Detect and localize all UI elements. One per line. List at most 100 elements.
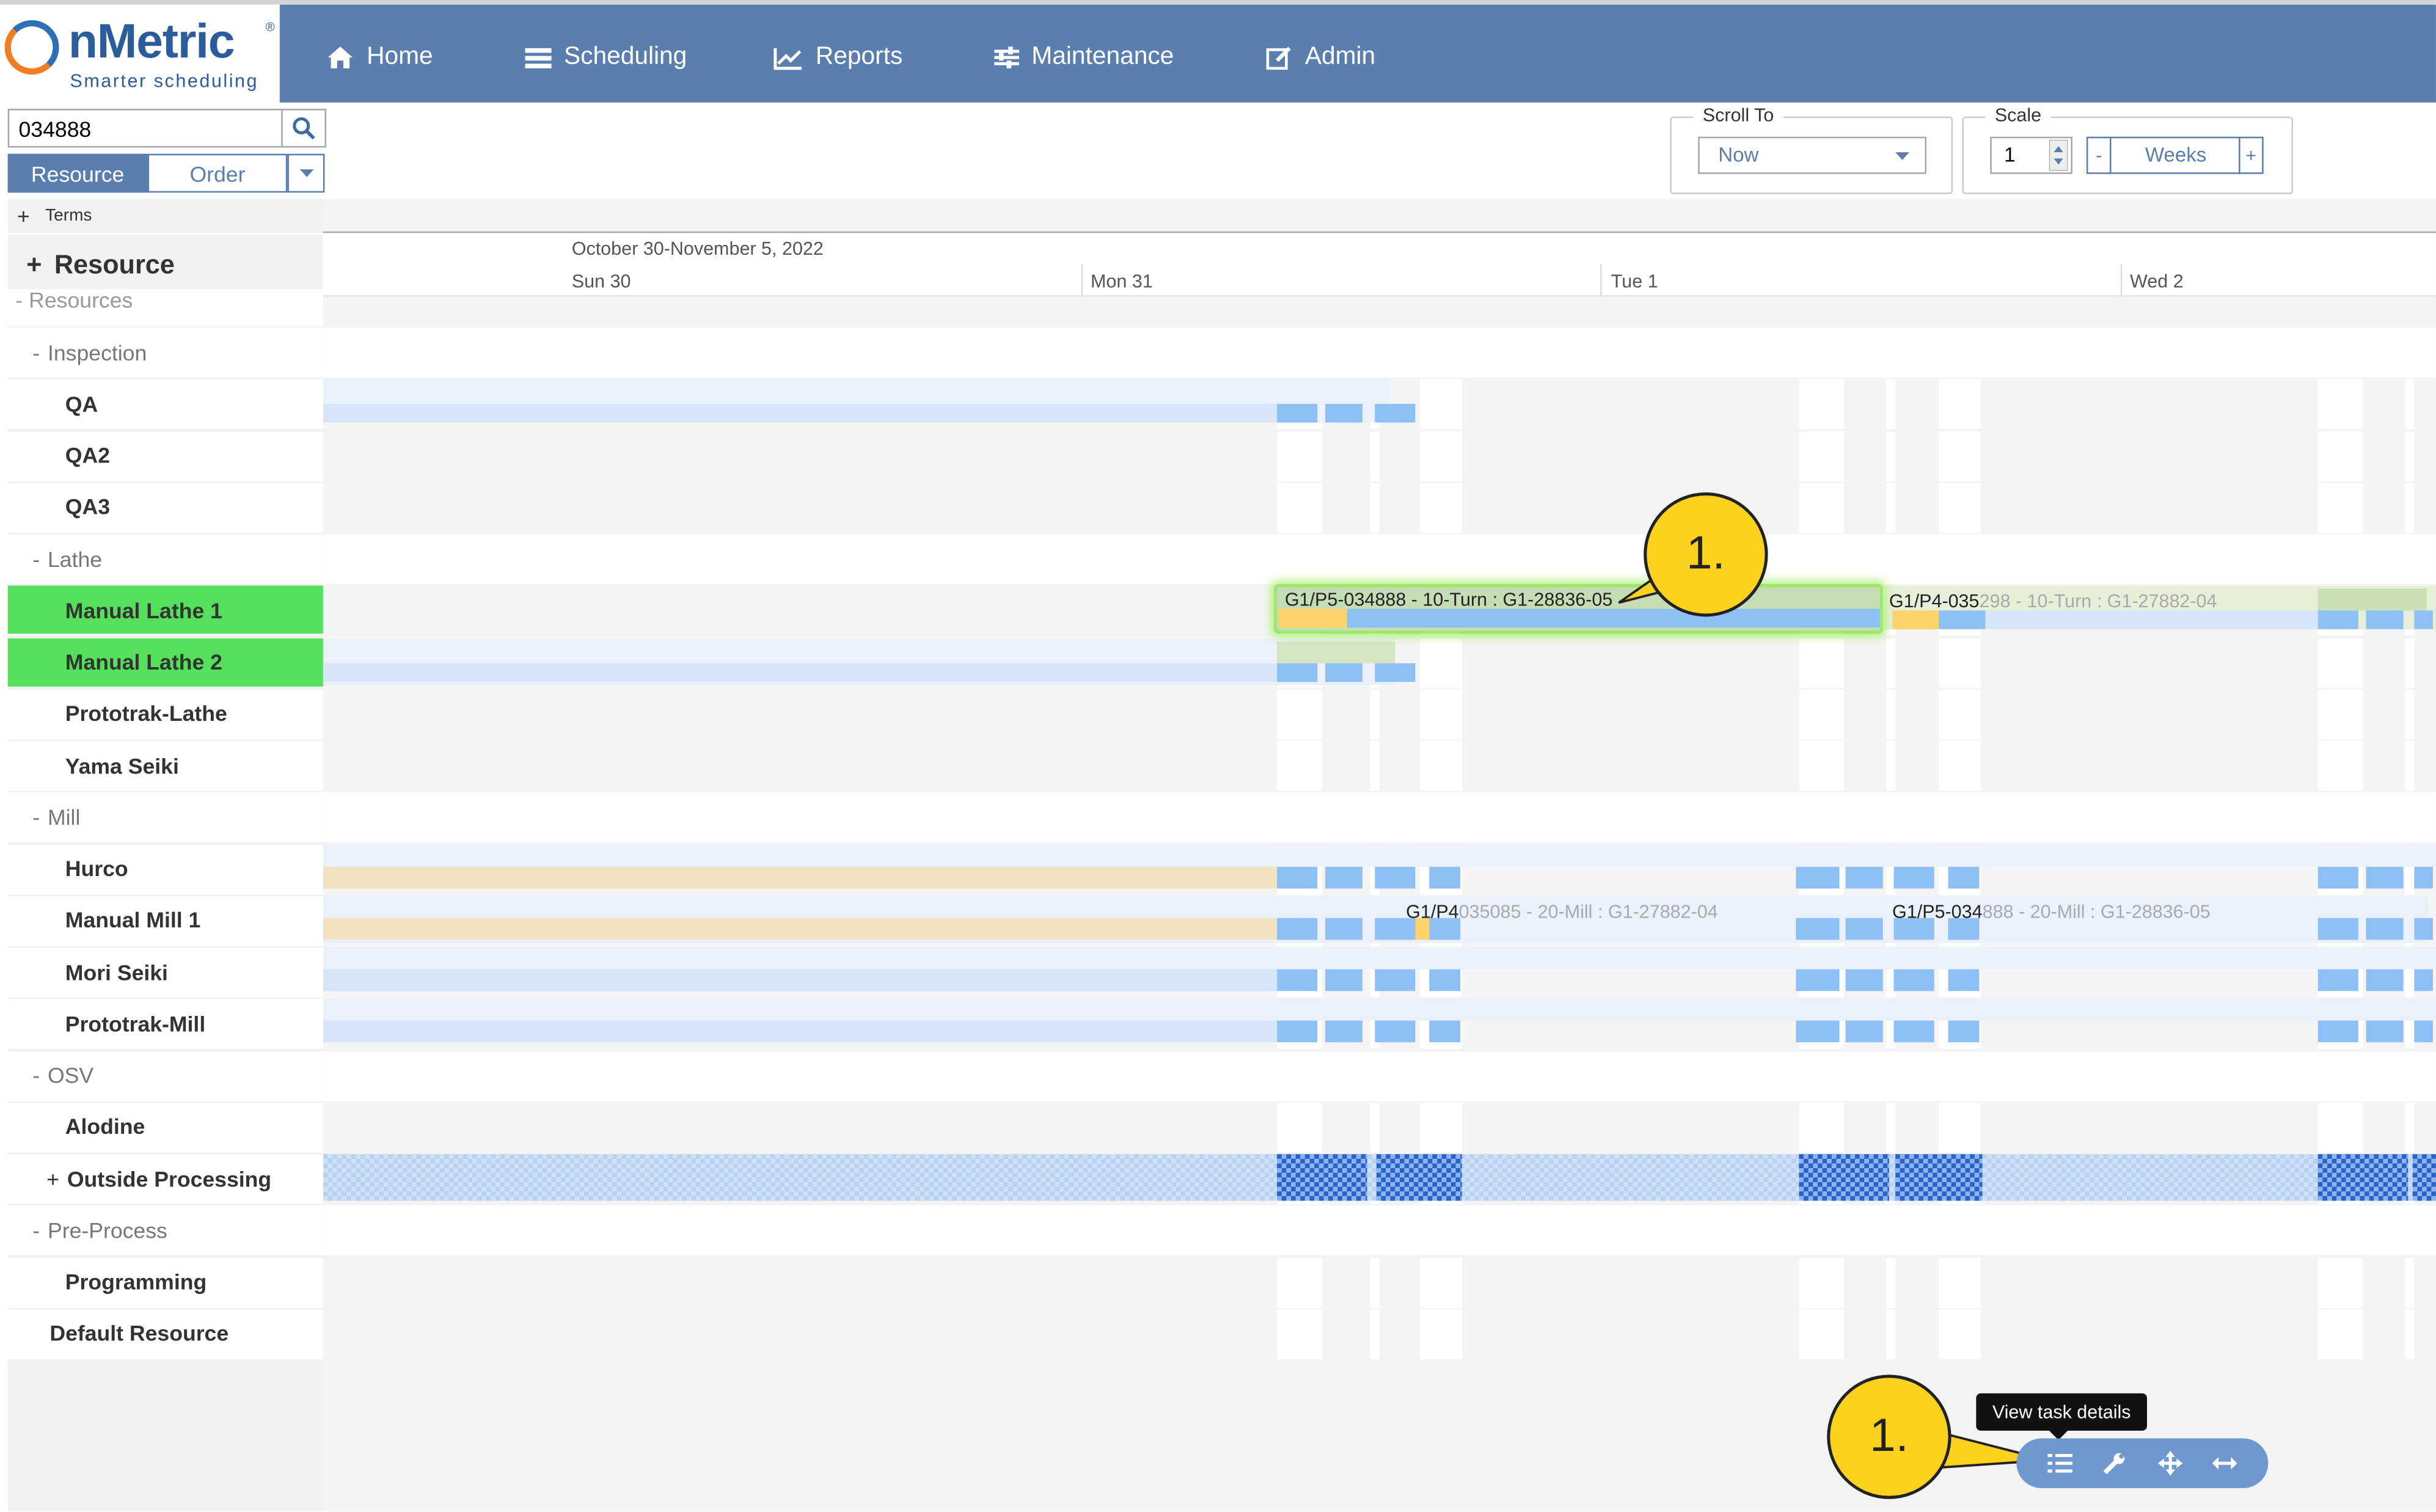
- tree-resource-row[interactable]: Yama Seiki: [7, 740, 323, 791]
- availability-bar[interactable]: [1375, 866, 1416, 888]
- availability-bar[interactable]: [1325, 1021, 1362, 1043]
- collapse-icon[interactable]: -: [32, 546, 40, 571]
- capacity-pattern[interactable]: [2317, 1154, 2409, 1201]
- tree-resource-row[interactable]: Alodine: [7, 1102, 323, 1153]
- availability-bar[interactable]: [2414, 969, 2433, 992]
- collapse-icon[interactable]: -: [32, 804, 40, 830]
- availability-bar[interactable]: [323, 948, 2436, 970]
- task-details-icon[interactable]: [2047, 1452, 2072, 1474]
- gantt-lane[interactable]: [323, 483, 2436, 533]
- scale-minus-button[interactable]: -: [2086, 136, 2112, 174]
- gantt-lane[interactable]: [323, 534, 2436, 585]
- availability-bar[interactable]: [1325, 918, 1362, 940]
- tree-resource-row[interactable]: QA: [7, 379, 323, 429]
- gantt-lane[interactable]: [323, 740, 2436, 791]
- nav-reports[interactable]: Reports: [774, 39, 902, 76]
- availability-bar[interactable]: [2414, 866, 2433, 888]
- availability-bar[interactable]: [1845, 969, 1883, 992]
- availability-bar[interactable]: [1375, 1021, 1416, 1043]
- gantt-lane[interactable]: [323, 431, 2436, 481]
- availability-bar[interactable]: [1375, 969, 1416, 992]
- wrench-icon[interactable]: [2102, 1451, 2127, 1476]
- search-input[interactable]: 034888: [7, 108, 283, 148]
- task-bar-selected[interactable]: G1/P5-034888 - 10-Turn : G1-28836-05: [1274, 584, 1883, 634]
- availability-bar[interactable]: [323, 866, 1278, 888]
- availability-bar[interactable]: [1796, 1021, 1840, 1043]
- availability-bar[interactable]: [1948, 1021, 1980, 1043]
- availability-bar[interactable]: [1845, 918, 1883, 940]
- availability-bar[interactable]: [2317, 918, 2358, 940]
- tree-resource-row[interactable]: Mori Seiki: [7, 948, 323, 998]
- availability-bar[interactable]: [1845, 1021, 1883, 1043]
- availability-bar[interactable]: [2414, 1021, 2433, 1043]
- availability-bar[interactable]: [1893, 1021, 1934, 1043]
- availability-bar[interactable]: [323, 1021, 1278, 1043]
- task-label-next-lathe[interactable]: G1/P4-035298 - 10-Turn : G1-27882-04: [1889, 590, 2217, 612]
- tree-group-row[interactable]: - OSV: [7, 1051, 323, 1101]
- capacity-pattern[interactable]: [1895, 1154, 1983, 1201]
- tree-resource-row[interactable]: Manual Lathe 2: [7, 637, 323, 688]
- availability-bar[interactable]: [1277, 662, 1318, 681]
- move-icon[interactable]: [2157, 1450, 2182, 1476]
- availability-bar[interactable]: [2366, 866, 2404, 888]
- availability-bar[interactable]: [2366, 1021, 2404, 1043]
- availability-bar[interactable]: [2366, 610, 2404, 630]
- availability-bar[interactable]: [1845, 866, 1883, 888]
- availability-bar[interactable]: [2317, 1021, 2358, 1043]
- availability-bar[interactable]: [1277, 640, 1395, 663]
- nav-home[interactable]: Home: [326, 39, 433, 76]
- tree-resource-row[interactable]: Prototrak-Mill: [7, 999, 323, 1049]
- availability-bar[interactable]: [1325, 866, 1362, 888]
- availability-bar[interactable]: [323, 844, 2436, 866]
- collapse-icon[interactable]: -: [32, 1217, 40, 1243]
- tree-group-row[interactable]: - Mill: [7, 792, 323, 842]
- availability-bar[interactable]: [2317, 589, 2427, 611]
- availability-bar[interactable]: [1948, 918, 1980, 940]
- availability-bar[interactable]: [2366, 969, 2404, 992]
- tree-resource-row[interactable]: Default Resource: [7, 1309, 323, 1359]
- availability-bar[interactable]: [2414, 918, 2433, 940]
- availability-bar[interactable]: [2414, 610, 2433, 630]
- gantt-lane[interactable]: [323, 689, 2436, 739]
- tab-resource[interactable]: Resource: [7, 153, 148, 193]
- tree-resource-row[interactable]: Prototrak-Lathe: [7, 689, 323, 739]
- availability-bar[interactable]: [1375, 662, 1416, 681]
- availability-bar[interactable]: [2317, 969, 2358, 992]
- availability-bar[interactable]: [1375, 404, 1416, 423]
- tree-resource-row[interactable]: Manual Mill 1: [7, 896, 323, 946]
- availability-bar[interactable]: [1429, 918, 1461, 940]
- task-label-mill-a[interactable]: G1/P4035085 - 20-Mill : G1-27882-04: [1406, 901, 1718, 923]
- nmetric-logo[interactable]: nMetric ® Smarter scheduling: [0, 4, 280, 103]
- availability-bar[interactable]: [1796, 918, 1840, 940]
- availability-bar[interactable]: [1939, 610, 1986, 630]
- capacity-pattern[interactable]: [1376, 1154, 1462, 1201]
- availability-bar[interactable]: [1796, 969, 1840, 992]
- availability-bar[interactable]: [1893, 969, 1934, 992]
- nav-scheduling[interactable]: Scheduling: [525, 39, 687, 76]
- tree-resource-row[interactable]: QA2: [7, 431, 323, 481]
- gantt-lane[interactable]: [323, 1257, 2436, 1307]
- task-label-mill-b[interactable]: G1/P5-034888 - 20-Mill : G1-28836-05: [1892, 901, 2211, 923]
- scale-number-input[interactable]: 1: [1990, 136, 2072, 174]
- availability-bar[interactable]: [2366, 918, 2404, 940]
- tree-resource-row[interactable]: Manual Lathe 1: [7, 586, 323, 636]
- availability-bar[interactable]: [1429, 1021, 1461, 1043]
- terms-toggle[interactable]: + Terms: [7, 199, 323, 233]
- gantt-lane[interactable]: [323, 1309, 2436, 1359]
- gantt-lane[interactable]: [323, 1102, 2436, 1153]
- availability-bar[interactable]: [1429, 969, 1461, 992]
- availability-bar[interactable]: [1893, 918, 1934, 940]
- availability-bar[interactable]: [1325, 404, 1362, 423]
- gantt-lane[interactable]: [323, 327, 2436, 378]
- search-button[interactable]: [281, 108, 326, 148]
- availability-bar[interactable]: [1325, 662, 1362, 681]
- scale-plus-button[interactable]: +: [2239, 136, 2264, 174]
- availability-bar[interactable]: [1796, 866, 1840, 888]
- gantt-lane[interactable]: [323, 1051, 2436, 1101]
- collapse-icon[interactable]: -: [32, 339, 40, 365]
- view-dropdown-button[interactable]: [287, 153, 325, 193]
- availability-bar[interactable]: [1277, 918, 1318, 940]
- availability-bar[interactable]: [323, 999, 2436, 1021]
- gantt-lane[interactable]: [323, 1205, 2436, 1256]
- availability-bar[interactable]: [1892, 610, 1939, 630]
